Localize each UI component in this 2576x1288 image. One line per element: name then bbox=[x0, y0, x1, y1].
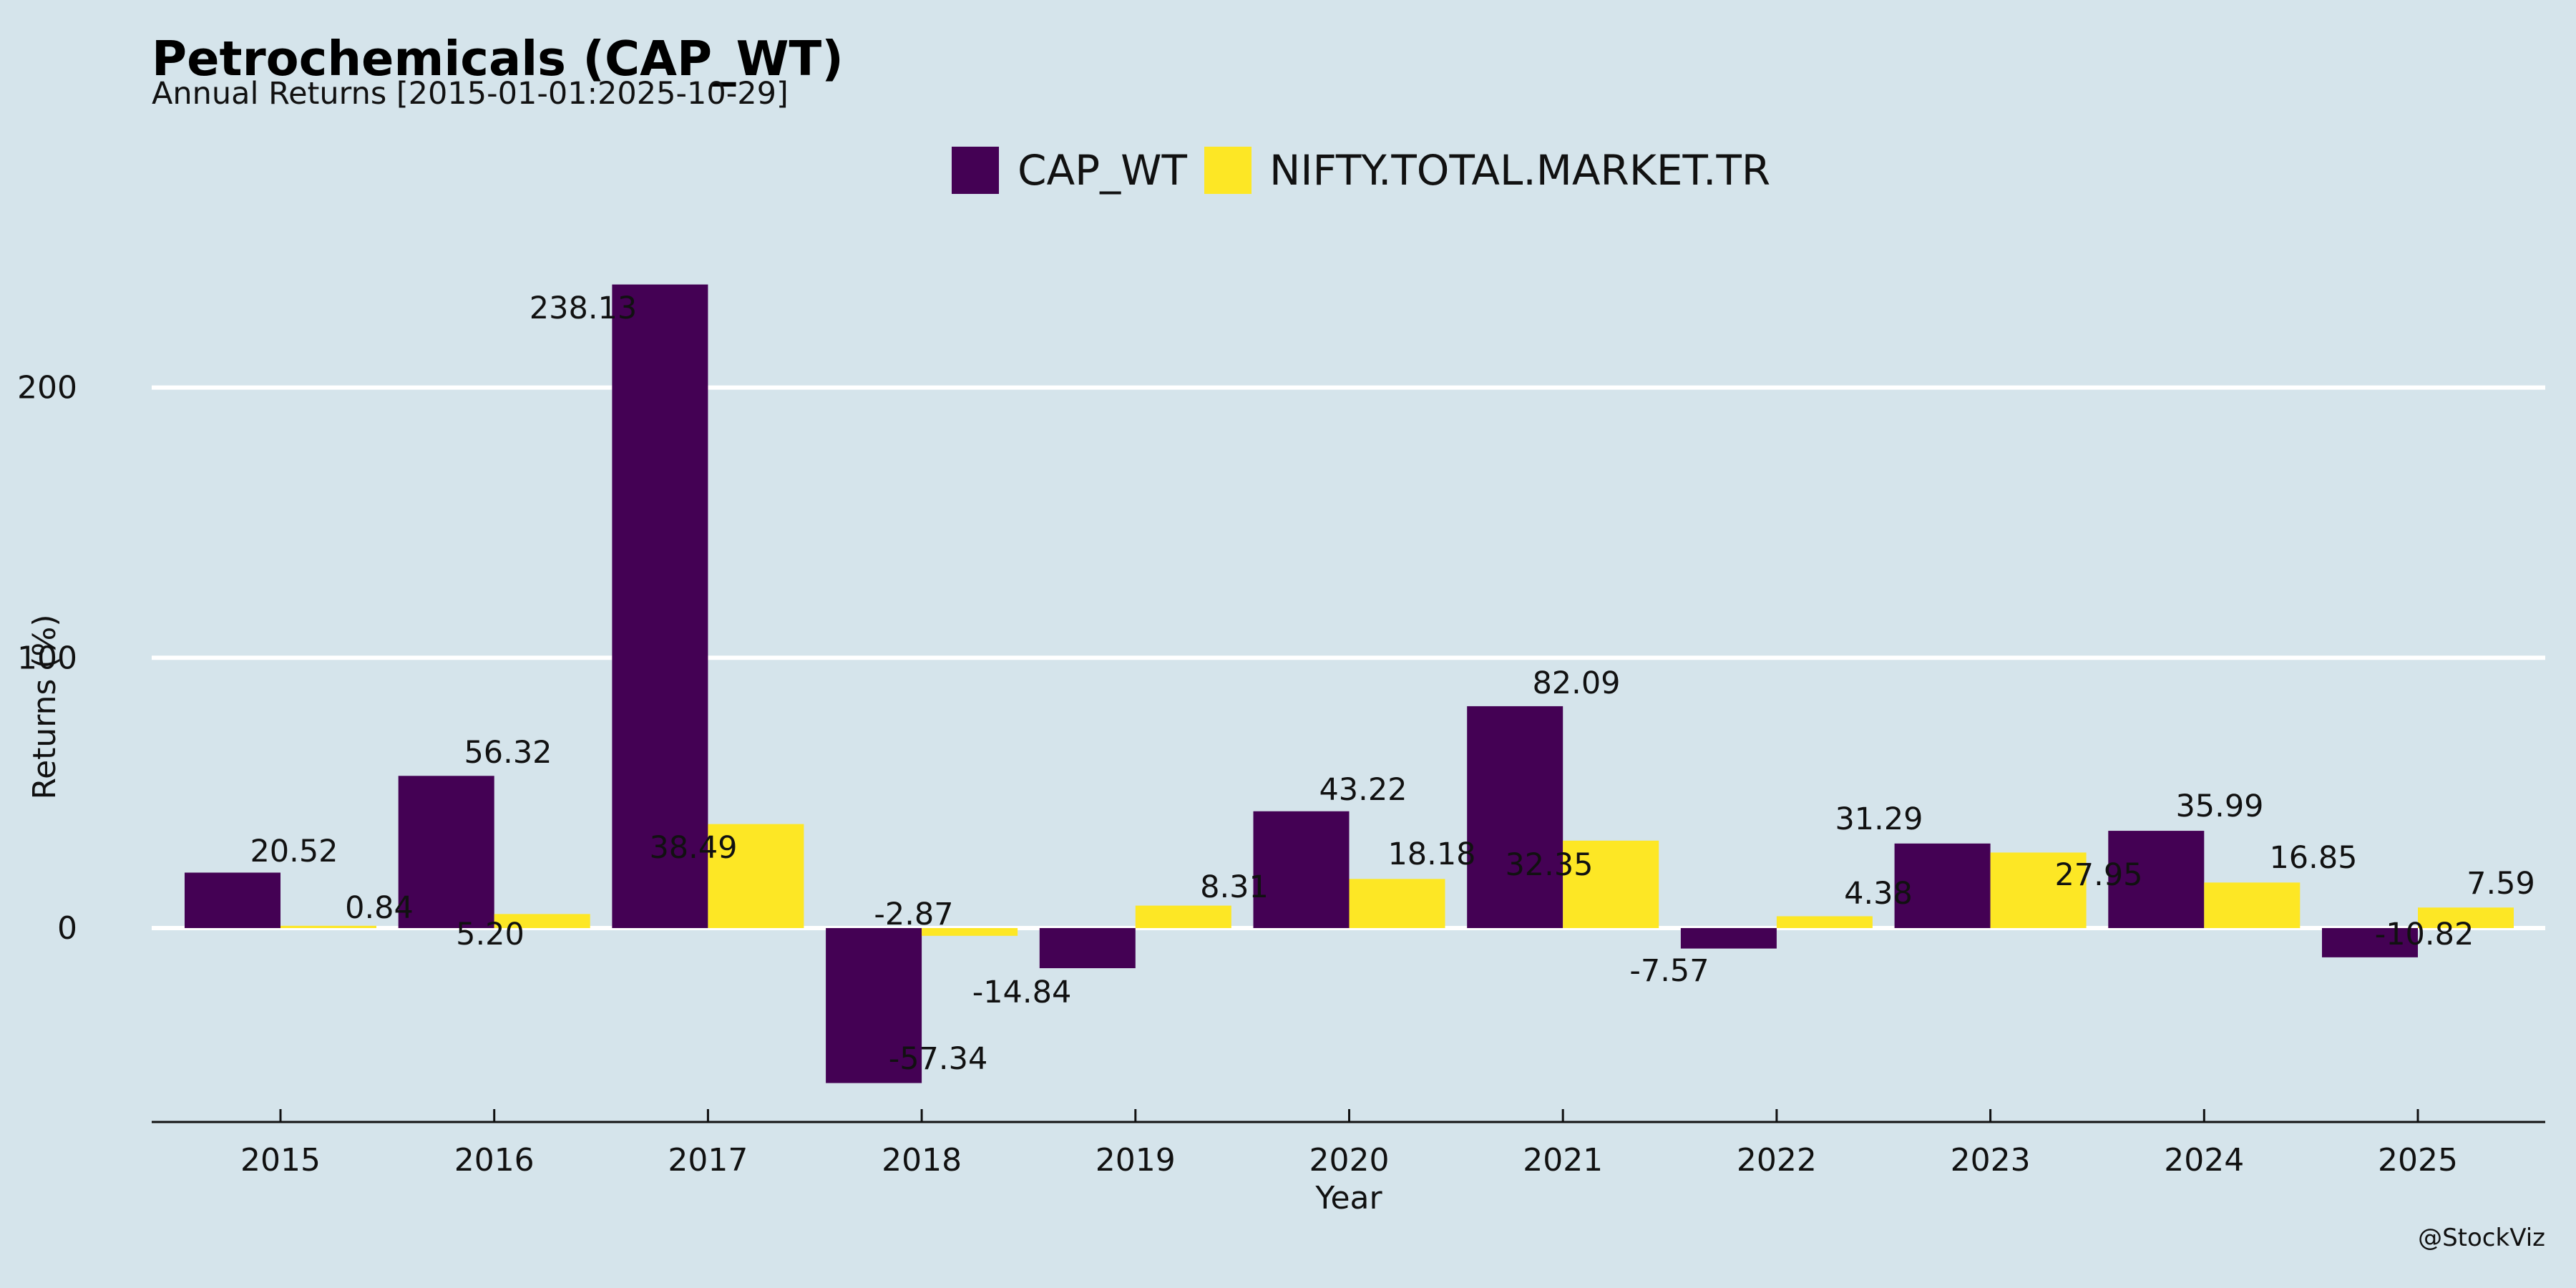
chart-subtitle: Annual Returns [2015-01-01:2025-10-29] bbox=[152, 76, 789, 112]
y-tick-label: 200 bbox=[17, 370, 77, 406]
bars bbox=[185, 284, 2514, 1083]
x-tick-label: 2016 bbox=[454, 1142, 535, 1179]
bar-nifty-2016 bbox=[494, 914, 590, 928]
legend: CAP_WT NIFTY.TOTAL.MARKET.TR bbox=[952, 146, 1770, 195]
bar-nifty-2022 bbox=[1776, 916, 1873, 928]
x-tick-label: 2015 bbox=[240, 1142, 321, 1179]
credit-text: @StockViz bbox=[2418, 1224, 2545, 1252]
value-label-nifty-2020: 18.18 bbox=[1387, 836, 1475, 872]
bar-cap-wt-2015 bbox=[185, 872, 280, 928]
bar-nifty-2015 bbox=[280, 925, 376, 928]
bar-nifty-2020 bbox=[1349, 879, 1445, 928]
bar-nifty-2018 bbox=[922, 928, 1018, 936]
bar-cap-wt-2017 bbox=[612, 284, 708, 928]
x-tick-label: 2022 bbox=[1737, 1142, 1817, 1179]
bar-cap-wt-2021 bbox=[1467, 706, 1563, 928]
value-label-cap-wt-2016: 56.32 bbox=[464, 735, 552, 771]
bar-cap-wt-2023 bbox=[1894, 843, 1991, 928]
axes: 2015 2016 2017 2018 2019 2020 2021 2022 2023 2024… bbox=[152, 1109, 2545, 1179]
legend-swatch-cap-wt bbox=[952, 147, 999, 194]
value-label-nifty-2021: 32.35 bbox=[1505, 847, 1593, 883]
value-label-cap-wt-2018: -57.34 bbox=[889, 1041, 988, 1077]
bar-cap-wt-2018 bbox=[826, 928, 922, 1083]
value-label-cap-wt-2017: 238.13 bbox=[530, 291, 637, 326]
value-label-nifty-2018: -2.87 bbox=[874, 897, 953, 932]
chart-title: Petrochemicals (CAP_WT) bbox=[152, 31, 844, 87]
bar-cap-wt-2019 bbox=[1039, 928, 1136, 969]
legend-label-nifty-total-market-tr: NIFTY.TOTAL.MARKET.TR bbox=[1269, 146, 1770, 195]
value-label-nifty-2015: 0.84 bbox=[345, 890, 414, 926]
x-tick-label: 2019 bbox=[1096, 1142, 1176, 1179]
bar-cap-wt-2022 bbox=[1680, 928, 1777, 949]
bar-nifty-2024 bbox=[2204, 882, 2301, 928]
x-tick-label: 2025 bbox=[2378, 1142, 2458, 1179]
x-tick-label: 2024 bbox=[2164, 1142, 2244, 1179]
value-label-nifty-2016: 5.20 bbox=[456, 917, 525, 952]
bar-nifty-2023 bbox=[1990, 852, 2087, 928]
y-tick-label: 100 bbox=[17, 640, 77, 676]
y-tick-label: 0 bbox=[57, 910, 77, 947]
value-label-cap-wt-2015: 20.52 bbox=[250, 834, 338, 869]
x-tick-label: 2021 bbox=[1523, 1142, 1603, 1179]
x-tick-label: 2020 bbox=[1309, 1142, 1390, 1179]
bar-cap-wt-2025 bbox=[2322, 928, 2418, 957]
y-axis-title: Returns (%) bbox=[26, 614, 63, 799]
bar-nifty-2019 bbox=[1135, 905, 1231, 928]
x-tick-label: 2023 bbox=[1951, 1142, 2031, 1179]
value-label-cap-wt-2023: 31.29 bbox=[1835, 801, 1923, 837]
value-label-cap-wt-2019: -14.84 bbox=[972, 975, 1072, 1010]
legend-swatch-nifty-total-market-tr bbox=[1204, 147, 1252, 194]
value-labels: 20.52 56.32 238.13 -57.34 -14.84 43.22 82.09 -7… bbox=[250, 291, 2534, 1077]
bar-nifty-2017 bbox=[708, 824, 804, 928]
value-label-cap-wt-2020: 43.22 bbox=[1319, 772, 1407, 808]
x-tick-label: 2018 bbox=[882, 1142, 962, 1179]
bar-cap-wt-2016 bbox=[398, 776, 494, 928]
value-label-cap-wt-2025: -10.82 bbox=[2375, 917, 2474, 952]
value-label-nifty-2017: 38.49 bbox=[649, 830, 737, 866]
value-label-nifty-2023: 27.95 bbox=[2054, 857, 2142, 893]
value-label-nifty-2024: 16.85 bbox=[2269, 840, 2357, 876]
bar-cap-wt-2020 bbox=[1253, 811, 1350, 928]
value-label-nifty-2019: 8.31 bbox=[1200, 869, 1269, 905]
value-label-nifty-2022: 4.38 bbox=[1844, 876, 1913, 912]
value-label-nifty-2025: 7.59 bbox=[2467, 866, 2535, 902]
bar-nifty-2021 bbox=[1563, 840, 1659, 928]
value-label-cap-wt-2024: 35.99 bbox=[2175, 789, 2263, 824]
x-tick-label: 2017 bbox=[668, 1142, 748, 1179]
bar-cap-wt-2024 bbox=[2108, 831, 2205, 928]
value-label-cap-wt-2022: -7.57 bbox=[1629, 953, 1709, 989]
value-label-cap-wt-2021: 82.09 bbox=[1532, 665, 1620, 701]
legend-label-cap-wt: CAP_WT bbox=[1018, 146, 1187, 195]
x-axis-title: Year bbox=[1314, 1180, 1382, 1216]
bar-nifty-2025 bbox=[2418, 907, 2514, 928]
